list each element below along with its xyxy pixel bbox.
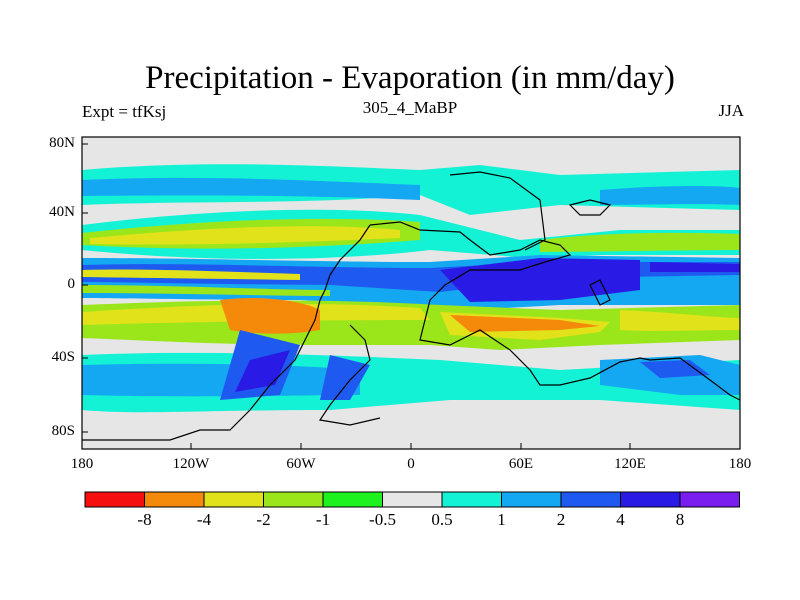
colorbar-label: -0.5 (369, 510, 396, 529)
lon-label-0: 0 (407, 456, 415, 472)
colorbar-swatch (679, 491, 740, 508)
center-subtitle: 305_4_MaBP (362, 98, 458, 117)
lon-label-180w: 180 (70, 456, 94, 472)
left-subtitle: Expt = tfKsj (82, 102, 167, 121)
lat-label-0: 0 (67, 276, 76, 292)
colorbar-label: 8 (675, 510, 685, 529)
lon-label-120e: 120E (614, 456, 646, 472)
lat-label-80s: 80S (51, 423, 75, 439)
colorbar-swatch (84, 491, 145, 508)
colorbar-swatch (620, 491, 681, 508)
coastlines (82, 171, 741, 441)
right-subtitle: JJA (718, 101, 744, 120)
lon-label-120w: 120W (172, 456, 210, 472)
colorbar-label: -2 (256, 510, 271, 529)
lat-label-40n: 40N (49, 204, 75, 220)
map-field (82, 137, 740, 449)
colorbar-swatch (144, 491, 205, 508)
colorbar-label: 2 (556, 510, 566, 529)
colorbar-swatch (382, 491, 443, 508)
colorbar-swatch (263, 491, 324, 508)
colorbar-swatch (203, 491, 264, 508)
lon-label-60e: 60E (508, 456, 534, 472)
colorbar-label: -1 (315, 510, 331, 529)
chart-title: Precipitation - Evaporation (in mm/day) (145, 60, 675, 96)
colorbar-label: -4 (196, 510, 212, 529)
lon-label-60w: 60W (286, 456, 316, 472)
colorbar-label: 1 (497, 510, 506, 529)
axis-ticks (82, 143, 631, 449)
colorbar-swatch (501, 491, 562, 508)
colorbar-swatch (560, 491, 621, 508)
lat-label-40s: 40S (51, 349, 75, 365)
colorbar (84, 491, 740, 508)
colorbar-swatch (322, 491, 383, 508)
lat-label-80n: 80N (49, 135, 75, 151)
colorbar-label: 0.5 (431, 510, 453, 529)
colorbar-label: 4 (616, 510, 625, 529)
colorbar-swatch (441, 491, 502, 508)
colorbar-label: -8 (137, 510, 152, 529)
lon-label-180e: 180 (728, 456, 752, 472)
